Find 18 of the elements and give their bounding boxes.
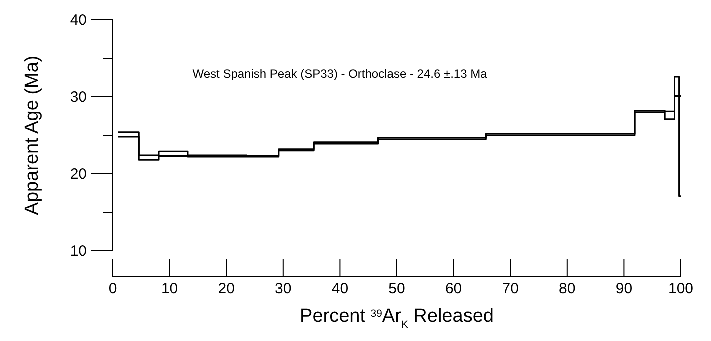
y-tick-label: 10: [70, 242, 87, 260]
y-tick-label: 30: [70, 88, 87, 106]
annotation: West Spanish Peak (SP33) - Orthoclase - 24.6 ±.13 Ma: [192, 67, 488, 81]
x-tick-label: 20: [218, 280, 235, 298]
x-tick-label: 40: [332, 280, 349, 298]
x-axis-title: Percent $^{39}$Ar$_{K}$ Released: [300, 306, 494, 330]
y-tick-label: 40: [70, 12, 87, 29]
x-tick-label: 90: [616, 280, 633, 298]
x-tick-label: 10: [161, 280, 178, 298]
x-tick-label: 70: [502, 280, 519, 298]
y-tick-label: 20: [70, 166, 87, 183]
x-tick-label: 80: [559, 280, 576, 298]
x-tick-label: 0: [108, 280, 118, 298]
x-tick-label: 50: [388, 280, 406, 298]
y-axis-title: Apparent Age (Ma): [22, 56, 43, 216]
x-tick-label: 60: [445, 280, 462, 298]
x-tick-label: 30: [275, 280, 292, 298]
x-tick-label: 100: [668, 280, 694, 298]
